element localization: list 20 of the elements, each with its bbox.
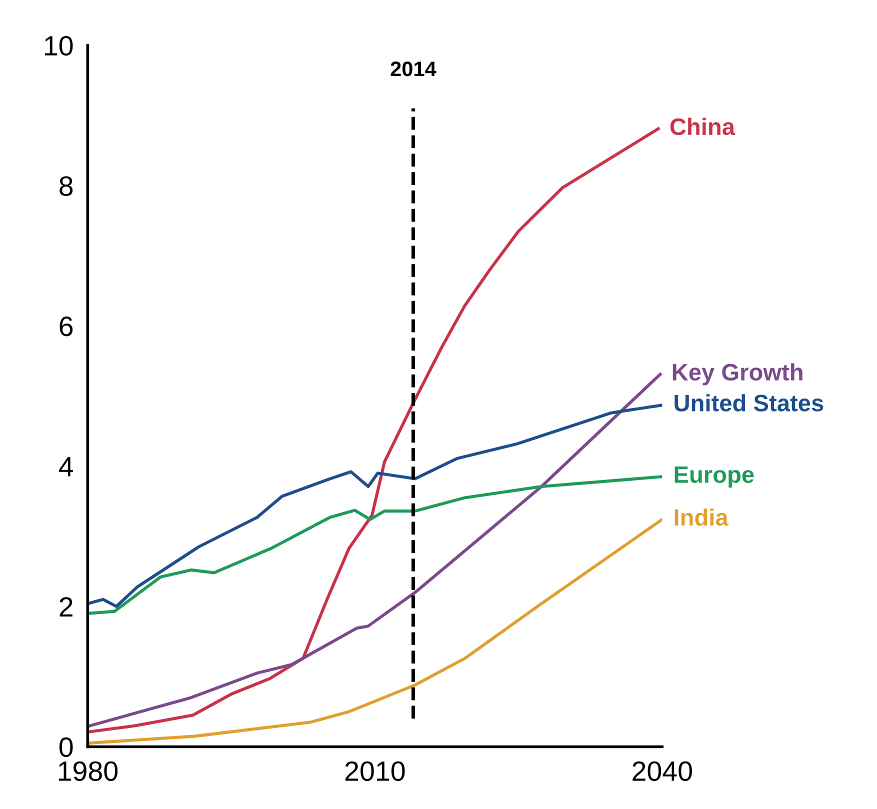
x-tick-label: 2010 [345,761,405,781]
ref-line-label: 2014 [390,62,436,76]
y-tick-label: 2 [60,597,72,616]
series-label: India [674,508,728,526]
line-series [88,475,662,615]
y-tick-label: 8 [60,176,73,196]
series-label: Key Growth [672,363,802,386]
line-series [88,518,662,745]
y-tick-label: 6 [60,316,73,336]
y-tick-label: 10 [45,36,73,56]
x-tick-label: 1980 [58,761,118,781]
series-label: China [670,118,736,136]
line-series [88,372,662,728]
y-tick-label: 4 [59,457,73,476]
series-label: Europe [674,466,754,488]
line-series [88,127,660,734]
series-label: United States [674,394,824,412]
x-tick-label: 2040 [632,761,692,781]
y-tick-label: 0 [59,737,73,758]
line-series [88,404,662,608]
